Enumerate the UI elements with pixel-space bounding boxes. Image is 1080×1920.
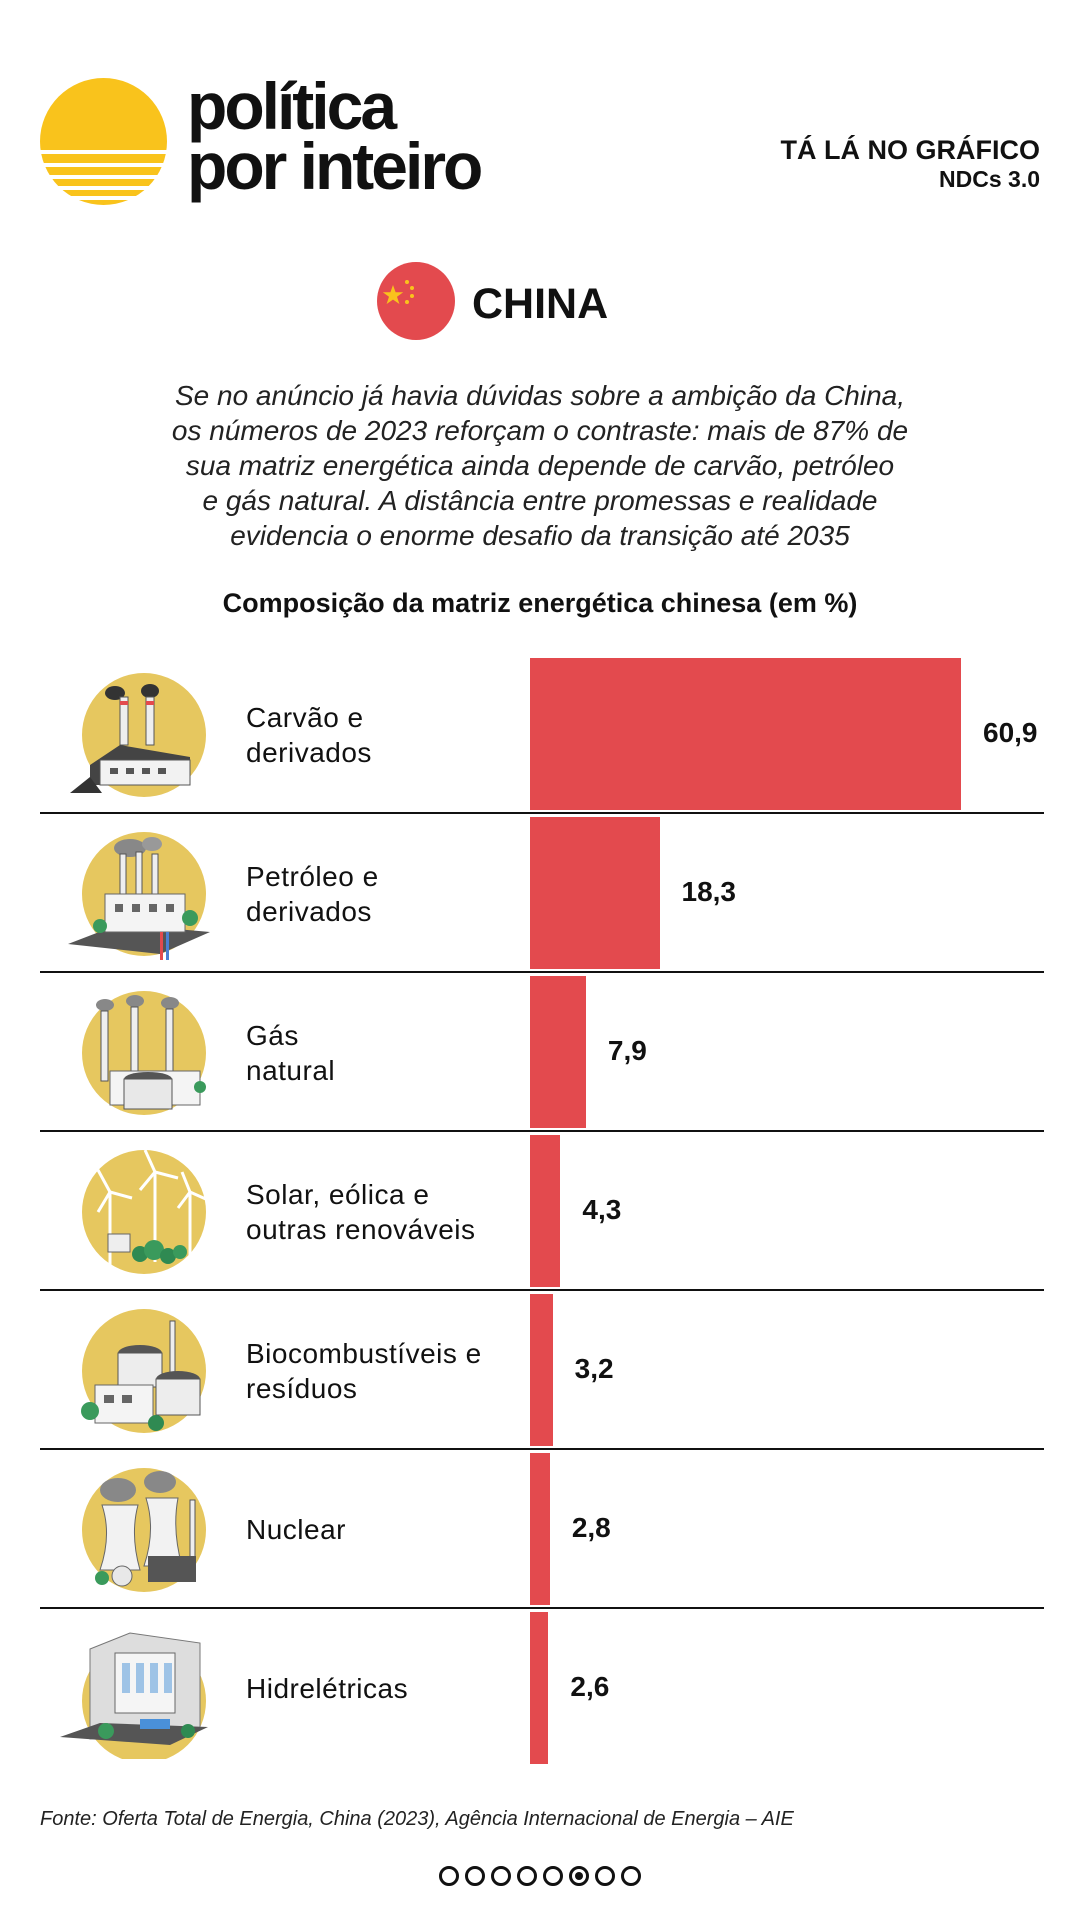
row-divider	[40, 1289, 1044, 1291]
bar	[530, 1612, 549, 1764]
gas-plant-icon	[82, 991, 206, 1115]
chart-row-hydro: Hidrelétricas	[40, 1609, 1044, 1768]
row-divider	[40, 1448, 1044, 1450]
bar-value-label: 3,2	[574, 1353, 614, 1384]
bar-value-label: 2,8	[571, 1512, 611, 1543]
label-line: Biocombustíveis e	[246, 1337, 482, 1369]
row-label: Solar, eólica e outras renováveis	[246, 1132, 476, 1291]
label-line: natural	[246, 1054, 336, 1086]
label-line: derivados	[246, 736, 372, 768]
intro-line: os números de 2023 reforçam o contraste:…	[171, 415, 909, 446]
intro-line: sua matriz energética ainda depende de c…	[185, 450, 895, 481]
pagination-dot-active[interactable]	[569, 1866, 589, 1886]
wind-turbines-icon	[82, 1149, 209, 1274]
pagination-dot[interactable]	[621, 1866, 641, 1886]
chart-row-gas: Gás natural	[40, 973, 1044, 1132]
chart-row-oil: Petróleo e derivados	[40, 814, 1044, 973]
row-divider	[40, 812, 1044, 814]
biofuel-plant-icon	[81, 1309, 206, 1433]
pagination-dot[interactable]	[491, 1866, 511, 1886]
bar	[530, 658, 961, 810]
bar-value-label: 18,3	[681, 876, 737, 907]
label-line: Carvão e	[246, 701, 364, 733]
row-label: Gás natural	[246, 973, 335, 1132]
label-line: Gás	[246, 1019, 299, 1051]
chart-row-nuclear: Nuclear	[40, 1450, 1044, 1609]
label-line: Nuclear	[246, 1514, 346, 1545]
brand-wordmark: política por inteiro	[187, 69, 483, 203]
bar-value-label: 2,6	[570, 1671, 610, 1702]
bar	[530, 817, 660, 969]
row-label: Hidrelétricas	[246, 1609, 408, 1768]
bar	[530, 1294, 553, 1446]
intro-line: evidencia o enorme desafio da transição …	[230, 520, 850, 551]
label-line: Petróleo e	[246, 860, 379, 892]
pagination-dot[interactable]	[595, 1866, 615, 1886]
intro-text: Se no anúncio já havia dúvidas sobre a a…	[90, 378, 990, 553]
sun-logo-icon	[40, 78, 167, 205]
nuclear-plant-icon	[82, 1468, 206, 1592]
row-label: Biocombustíveis e resíduos	[246, 1291, 482, 1450]
row-divider	[40, 971, 1044, 973]
bar	[530, 976, 586, 1128]
label-line: derivados	[246, 895, 372, 927]
chart-title: Composição da matriz energética chinesa …	[222, 588, 858, 618]
chart-row-coal: Carvão e derivados	[40, 655, 1044, 814]
pagination-dots	[0, 1866, 1080, 1886]
bar	[530, 1453, 550, 1605]
series-subtitle: NDCs 3.0	[939, 166, 1040, 192]
row-label: Carvão e derivados	[246, 655, 372, 814]
bar-value-label: 60,9	[983, 717, 1038, 748]
bar-value-label: 7,9	[607, 1035, 647, 1066]
brand-line-2: por inteiro	[187, 129, 483, 203]
row-divider	[40, 1607, 1044, 1609]
bar	[530, 1135, 561, 1287]
brand-line-1: política	[187, 69, 397, 143]
intro-line: Se no anúncio já havia dúvidas sobre a a…	[174, 380, 906, 411]
pagination-dot[interactable]	[439, 1866, 459, 1886]
pagination-dot[interactable]	[543, 1866, 563, 1886]
coal-plant-icon	[70, 673, 206, 797]
pagination-dot[interactable]	[517, 1866, 537, 1886]
label-line: resíduos	[246, 1372, 358, 1404]
oil-refinery-icon	[68, 832, 210, 960]
chart-row-biofuels: Biocombustíveis e resíduos	[40, 1291, 1044, 1450]
intro-line: e gás natural. A distância entre promess…	[202, 485, 878, 516]
row-label: Nuclear	[246, 1450, 346, 1609]
chart-row-renewables: Solar, eólica e outras renováveis	[40, 1132, 1044, 1291]
label-line: Solar, eólica e	[246, 1178, 430, 1210]
row-divider	[40, 1130, 1044, 1132]
pagination-dot[interactable]	[465, 1866, 485, 1886]
label-line: Hidrelétricas	[246, 1673, 409, 1704]
row-label: Petróleo e derivados	[246, 814, 379, 973]
series-title: TÁ LÁ NO GRÁFICO	[780, 135, 1040, 165]
china-flag-icon	[377, 262, 455, 340]
source-note: Fonte: Oferta Total de Energia, China (2…	[40, 1808, 794, 1830]
label-line: outras renováveis	[246, 1213, 476, 1245]
hydro-dam-icon	[60, 1632, 208, 1759]
country-name: CHINA	[472, 280, 609, 328]
bar-value-label: 4,3	[582, 1194, 622, 1225]
